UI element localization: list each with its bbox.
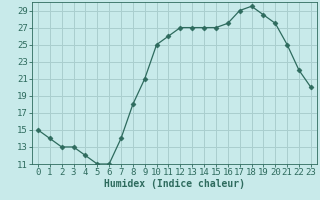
X-axis label: Humidex (Indice chaleur): Humidex (Indice chaleur)	[104, 179, 245, 189]
